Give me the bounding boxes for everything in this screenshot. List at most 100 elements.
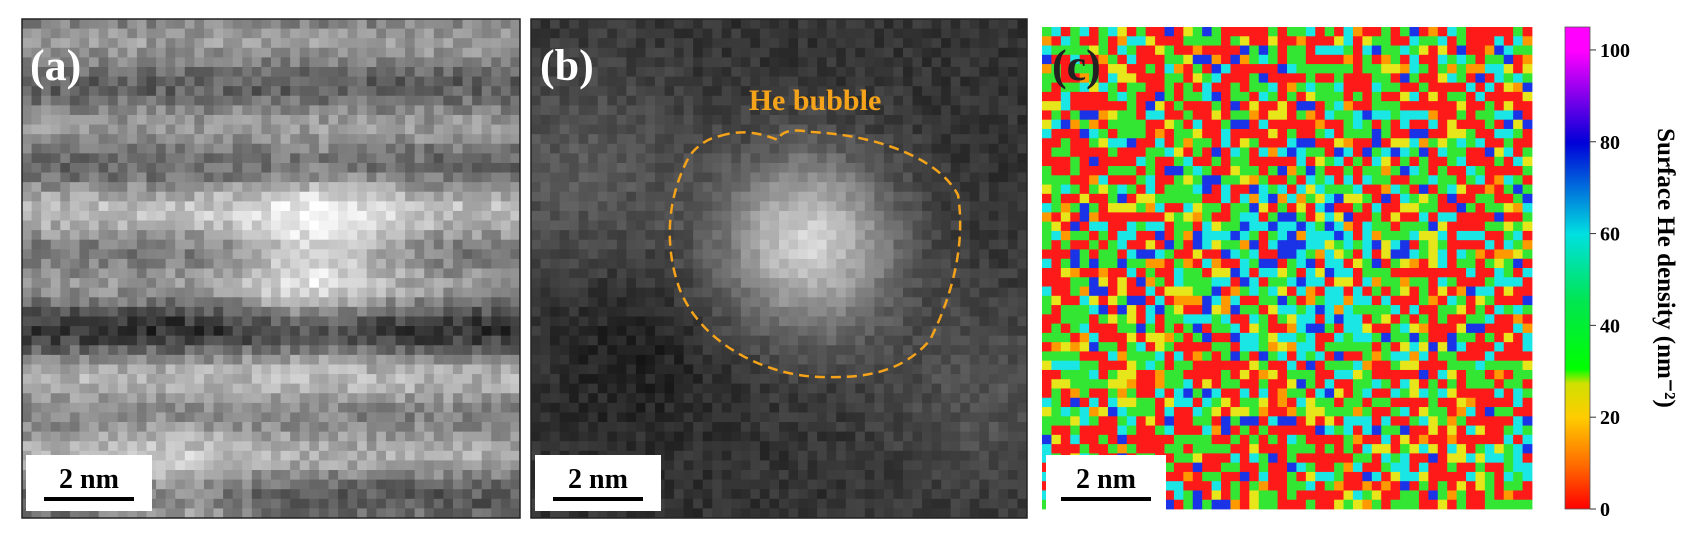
pixel <box>826 297 837 308</box>
pixel <box>626 316 637 327</box>
pixel <box>510 210 521 221</box>
pixel <box>261 124 272 135</box>
pixel <box>443 143 454 154</box>
pixel <box>883 249 894 260</box>
pixel <box>731 345 742 356</box>
pixel <box>41 134 52 145</box>
pixel <box>472 38 483 49</box>
pixel <box>280 95 291 106</box>
pixel <box>242 460 253 471</box>
pixel <box>674 95 685 106</box>
pixel <box>175 114 186 125</box>
pixel <box>655 124 665 135</box>
pixel <box>156 345 167 356</box>
pixel <box>559 105 570 116</box>
pixel <box>165 345 176 356</box>
pixel <box>79 28 90 39</box>
pixel <box>280 498 291 509</box>
pixel <box>405 134 416 145</box>
pixel <box>836 316 847 327</box>
pixel <box>50 268 61 279</box>
pixel <box>156 153 167 164</box>
pixel <box>979 393 990 404</box>
pixel <box>759 412 770 423</box>
pixel <box>500 114 511 125</box>
pixel <box>405 249 416 260</box>
pixel <box>559 364 570 375</box>
pixel <box>969 191 980 202</box>
pixel <box>395 383 406 394</box>
pixel <box>357 316 368 327</box>
pixel <box>893 201 904 212</box>
pixel <box>893 172 904 183</box>
pixel <box>280 220 291 231</box>
pixel <box>941 210 952 221</box>
pixel <box>922 383 933 394</box>
pixel <box>472 134 483 145</box>
pixel <box>424 479 435 490</box>
pixel <box>712 316 723 327</box>
pixel <box>491 66 502 77</box>
pixel <box>759 86 770 97</box>
pixel <box>759 124 770 135</box>
pixel <box>108 422 119 433</box>
pixel <box>998 162 1009 173</box>
pixel <box>845 220 856 231</box>
pixel <box>299 412 310 423</box>
pixel <box>299 374 310 385</box>
pixel <box>740 210 751 221</box>
pixel <box>165 412 176 423</box>
pixel <box>318 345 329 356</box>
pixel <box>607 249 618 260</box>
pixel <box>664 114 675 125</box>
pixel <box>433 162 444 173</box>
pixel <box>1007 143 1018 154</box>
pixel <box>41 182 52 193</box>
pixel <box>969 19 980 29</box>
pixel <box>874 143 885 154</box>
pixel <box>693 306 704 317</box>
pixel <box>443 431 454 442</box>
pixel <box>357 393 368 404</box>
pixel <box>491 354 502 365</box>
pixel <box>376 114 387 125</box>
pixel <box>223 134 234 145</box>
pixel <box>347 498 358 509</box>
pixel <box>845 230 856 241</box>
pixel <box>405 364 416 375</box>
pixel <box>481 508 492 519</box>
pixel <box>500 268 511 279</box>
pixel <box>50 258 61 269</box>
pixel <box>626 86 637 97</box>
pixel <box>721 412 732 423</box>
pixel <box>740 191 751 202</box>
pixel <box>769 249 780 260</box>
pixel <box>309 306 320 317</box>
pixel <box>883 306 894 317</box>
pixel <box>414 441 425 452</box>
pixel <box>376 326 387 337</box>
pixel <box>759 95 770 106</box>
pixel <box>979 258 990 269</box>
pixel <box>261 422 272 433</box>
pixel <box>22 86 32 97</box>
pixel <box>500 124 511 135</box>
pixel <box>146 335 157 346</box>
pixel <box>731 114 742 125</box>
pixel <box>922 38 933 49</box>
pixel <box>912 57 923 68</box>
pixel <box>261 76 272 87</box>
pixel <box>50 402 61 413</box>
pixel <box>798 287 809 298</box>
pixel <box>912 191 923 202</box>
pixel <box>338 326 349 337</box>
pixel <box>108 306 119 317</box>
pixel <box>271 441 281 452</box>
pixel <box>1007 364 1018 375</box>
pixel <box>223 230 234 241</box>
pixel <box>510 431 521 442</box>
pixel <box>779 210 789 221</box>
pixel <box>376 19 387 29</box>
pixel <box>750 412 761 423</box>
pixel <box>22 28 32 39</box>
